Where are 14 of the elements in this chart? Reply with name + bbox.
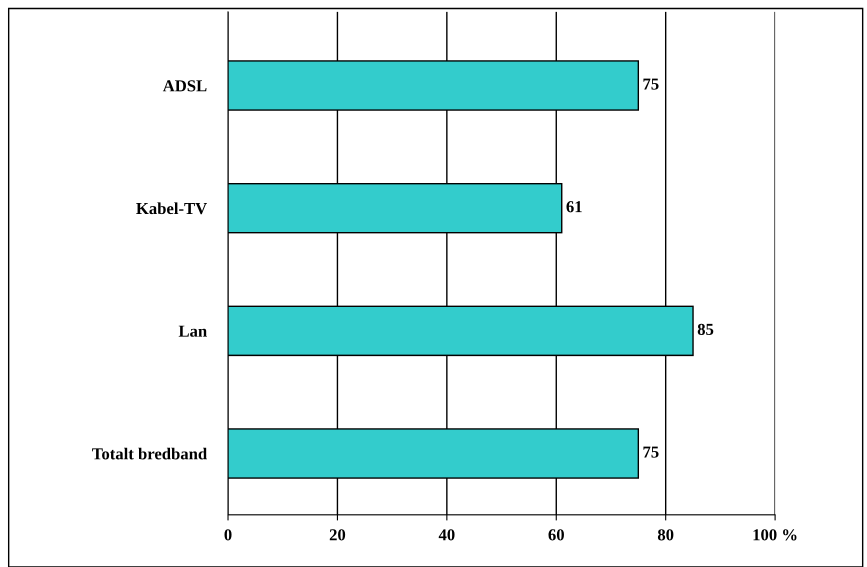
x-tick-label: 60 <box>548 529 564 540</box>
y-tick-label: ADSL <box>162 80 206 92</box>
y-tick-label: Kabel-TV <box>136 202 207 214</box>
x-tick-label: 20 <box>330 529 346 540</box>
data-label: 61 <box>566 201 582 212</box>
x-tick-label: 80 <box>658 529 674 540</box>
data-label: 85 <box>698 324 714 336</box>
data-label: 75 <box>643 78 659 90</box>
y-tick-label: Lan <box>178 326 207 337</box>
y-tick-label: Totalt bredband <box>92 448 208 460</box>
x-tick-label: 0 <box>224 529 232 540</box>
data-label: 75 <box>643 446 659 458</box>
x-tick-label: 100 % <box>754 529 796 541</box>
x-tick-label: 40 <box>438 529 455 540</box>
